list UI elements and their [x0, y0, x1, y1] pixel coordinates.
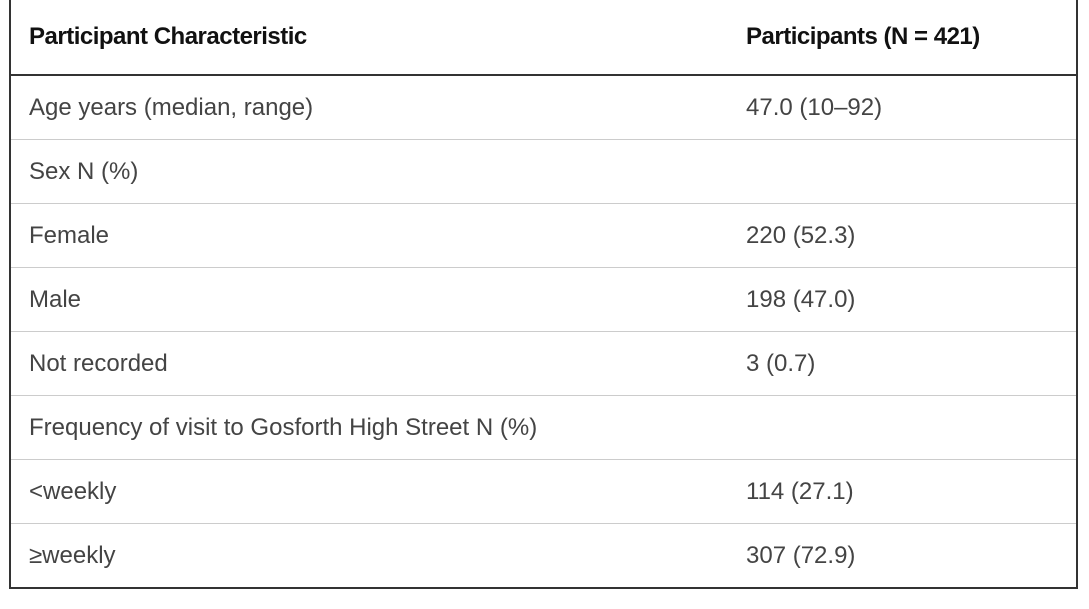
table-cell — [736, 139, 1077, 204]
table-cell: 3 (0.7) — [736, 331, 1077, 396]
table-cell: Female — [10, 203, 736, 268]
table-head: Participant Characteristic Participants … — [10, 0, 1077, 76]
table-cell: 220 (52.3) — [736, 203, 1077, 268]
header-cell: Participants (N = 421) — [736, 0, 1077, 76]
table-container: Participant Characteristic Participants … — [9, 0, 1078, 600]
table-cell: 198 (47.0) — [736, 267, 1077, 332]
table-body: Age years (median, range) 47.0 (10–92) Sex… — [10, 74, 1077, 588]
table-cell: 47.0 (10–92) — [736, 74, 1077, 140]
table-cell: Not recorded — [10, 331, 736, 396]
header-row: Participant Characteristic Participants … — [10, 0, 1077, 76]
table-row: ≥weekly 307 (72.9) — [10, 523, 1077, 588]
table-cell: Age years (median, range) — [10, 74, 736, 140]
characteristics-table: Participant Characteristic Participants … — [9, 0, 1078, 589]
table-cell: Frequency of visit to Gosforth High Stre… — [10, 395, 736, 460]
table-cell: Male — [10, 267, 736, 332]
table-row: Female 220 (52.3) — [10, 203, 1077, 268]
table-row: Frequency of visit to Gosforth High Stre… — [10, 395, 1077, 460]
table-cell: <weekly — [10, 459, 736, 524]
table-cell: 307 (72.9) — [736, 523, 1077, 588]
table-cell — [736, 395, 1077, 460]
table-cell: ≥weekly — [10, 523, 736, 588]
table-cell: Sex N (%) — [10, 139, 736, 204]
header-cell: Participant Characteristic — [10, 0, 736, 76]
table-cell: 114 (27.1) — [736, 459, 1077, 524]
table-row: Male 198 (47.0) — [10, 267, 1077, 332]
table-row: Age years (median, range) 47.0 (10–92) — [10, 74, 1077, 140]
table-row: Not recorded 3 (0.7) — [10, 331, 1077, 396]
table-row: Sex N (%) — [10, 139, 1077, 204]
table-row: <weekly 114 (27.1) — [10, 459, 1077, 524]
